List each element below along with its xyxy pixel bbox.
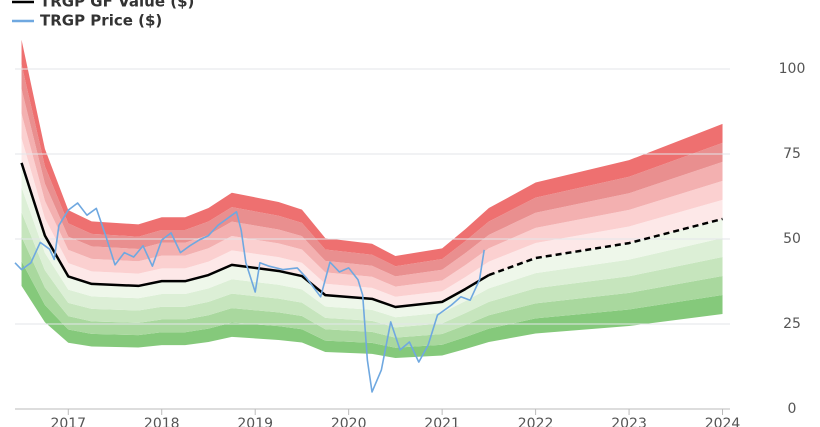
value-band: [21, 236, 723, 348]
x-tick-label: 2017: [50, 416, 86, 427]
value-band: [21, 261, 723, 358]
y-tick-label: 75: [783, 146, 801, 162]
value-band: [21, 187, 723, 328]
x-tick-label: 2020: [331, 416, 367, 427]
x-tick-label: 2021: [424, 416, 460, 427]
x-tick-label: 2023: [611, 416, 647, 427]
x-tick-label: 2019: [237, 416, 273, 427]
lines: [14, 162, 723, 393]
gf-value-line: [488, 217, 723, 277]
y-tick-label: 25: [783, 316, 801, 332]
gf-value-line: [20, 162, 490, 309]
grid: 0 25 50 75 100 2017 2018 2019 2020 2021 2022 2023 20…: [15, 61, 805, 427]
y-tick-label: 100: [779, 61, 806, 77]
x-tick-label: 2018: [144, 416, 180, 427]
value-band: [21, 212, 723, 338]
x-tick-label: 2022: [518, 416, 554, 427]
legend-label: TRGP GF Value ($): [40, 0, 194, 11]
y-tick-label: 0: [788, 401, 797, 417]
price-line: [14, 202, 485, 393]
y-tick-label: 50: [783, 231, 801, 247]
bands: [21, 39, 723, 358]
legend: TRGP GF Value ($) TRGP Price ($): [12, 0, 194, 30]
x-tick-label: 2024: [705, 416, 741, 427]
legend-label: TRGP Price ($): [40, 12, 162, 30]
